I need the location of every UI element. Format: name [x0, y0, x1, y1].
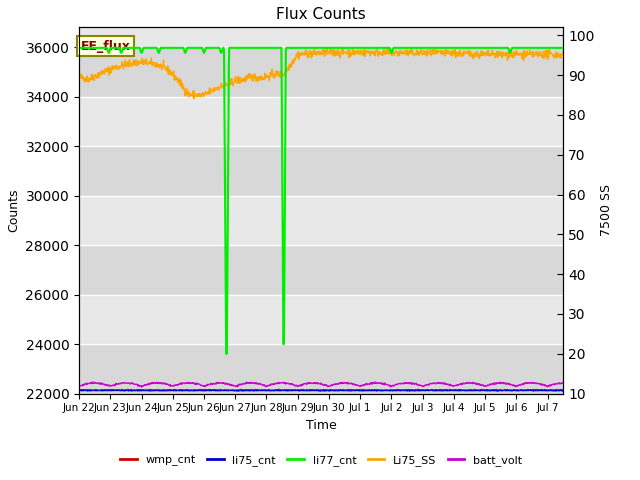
Bar: [79, 245, 563, 295]
Text: EE_flux: EE_flux: [81, 39, 131, 52]
Bar: [79, 47, 563, 96]
Bar: [79, 146, 563, 195]
Y-axis label: 7500 SS: 7500 SS: [600, 184, 613, 237]
Bar: [79, 344, 563, 394]
Bar: [79, 195, 563, 245]
Legend: wmp_cnt, li75_cnt, li77_cnt, Li75_SS, batt_volt: wmp_cnt, li75_cnt, li77_cnt, Li75_SS, ba…: [116, 450, 527, 470]
Bar: [79, 295, 563, 344]
Y-axis label: Counts: Counts: [7, 189, 20, 232]
Bar: [79, 96, 563, 146]
X-axis label: Time: Time: [306, 419, 337, 432]
Title: Flux Counts: Flux Counts: [276, 7, 366, 22]
